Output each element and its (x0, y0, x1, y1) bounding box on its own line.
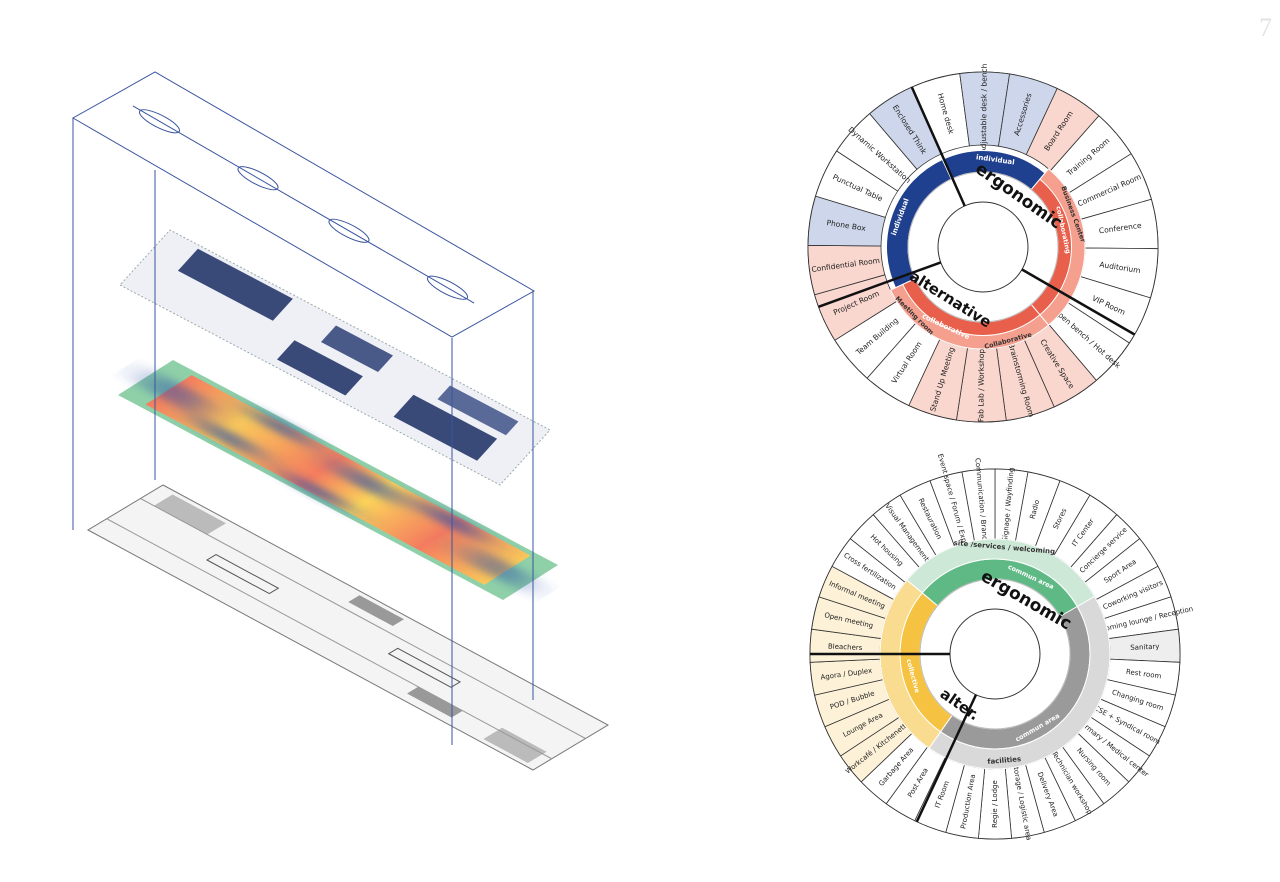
page-number: 7 (1259, 13, 1272, 42)
top-plate (73, 72, 534, 337)
divider (915, 694, 978, 823)
segment-label: Adjustable desk / bench (979, 63, 989, 153)
ring-band (879, 579, 942, 749)
heat-map (118, 359, 558, 600)
wheels: Home desk Adjustable desk / bench Accessor… (807, 63, 1194, 841)
segment-label: Bleachers (828, 643, 863, 653)
segment-label: Regie / Lodge (991, 780, 999, 828)
isometric-diagram (73, 72, 608, 770)
inner-circle (949, 608, 1041, 700)
floor-plan (88, 485, 608, 770)
inner-circle (937, 201, 1029, 293)
divider (1021, 268, 1136, 336)
segment-label: Fab Lab / Workshop (976, 349, 986, 423)
ring-label: facilities (987, 755, 1021, 766)
divider (818, 261, 942, 309)
grid-layer (120, 230, 550, 485)
segment-label: Sanitary (1130, 643, 1160, 652)
ring-band (889, 283, 1050, 350)
divider (910, 86, 966, 207)
